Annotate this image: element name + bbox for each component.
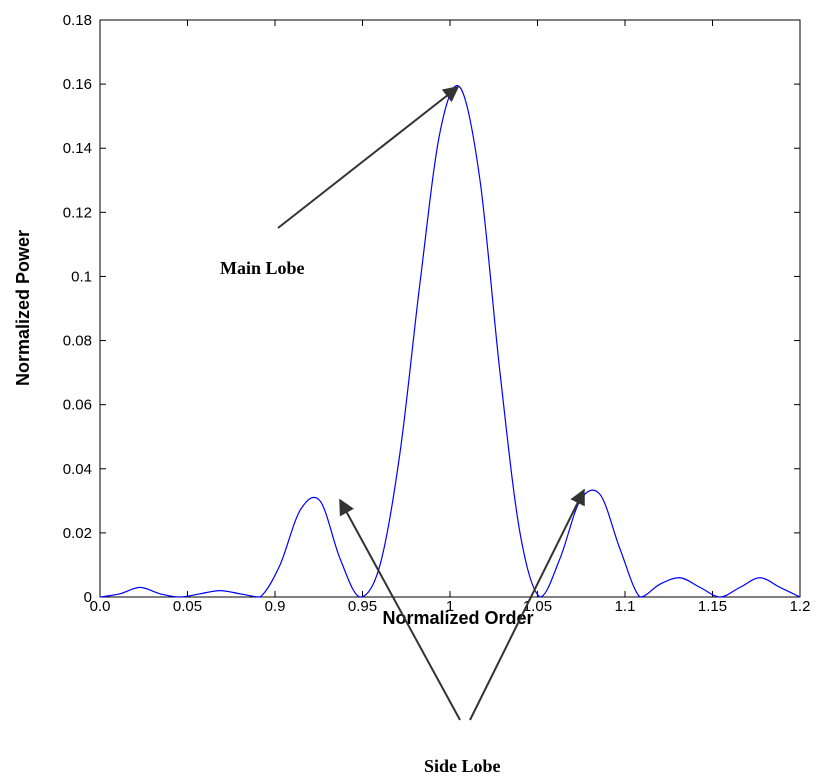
y-tick-label: 0.08	[63, 333, 92, 350]
main-lobe-label: Main Lobe	[220, 258, 305, 278]
x-tick-label: 0.05	[173, 598, 202, 615]
main-lobe-arrow	[277, 86, 460, 229]
x-axis-label: Normalized Order	[382, 608, 533, 628]
plot-frame	[99, 19, 801, 598]
series-line	[99, 85, 801, 598]
y-tick-label: 0.04	[63, 461, 92, 478]
y-tick-label: 0.1	[71, 268, 92, 285]
y-tick-label: 0	[84, 589, 92, 606]
x-tick-label: 1.05	[523, 598, 552, 615]
y-tick-label: 0.16	[63, 76, 92, 93]
y-tick-label: 0.12	[63, 204, 92, 221]
x-tick-label: 1.2	[790, 598, 811, 615]
y-tick-label: 0.06	[63, 397, 92, 414]
x-tick-label: 1	[446, 598, 454, 615]
x-tick-label: 0.9	[265, 598, 286, 615]
y-axis-ticks: 0 0.02 0.04 0.06 0.08 0.1 0.12 0.14 0.16 0.18	[63, 12, 800, 606]
y-tick-label: 0.14	[63, 140, 92, 157]
plot-area: 0 0.02 0.04 0.06 0.08 0.1 0.12 0.14 0.16 0.18 0.0…	[63, 12, 811, 615]
y-axis-label: Normalized Power	[13, 230, 33, 386]
side-lobe-arrow-left	[339, 498, 461, 721]
x-tick-label: 1.1	[615, 598, 636, 615]
x-tick-label: 0.95	[348, 598, 377, 615]
y-tick-label: 0.18	[63, 12, 92, 29]
side-lobe-label: Side Lobe	[424, 756, 501, 776]
y-tick-label: 0.02	[63, 525, 92, 542]
x-axis-ticks: 0.0 0.05 0.9 0.95 1 1.05 1.1 1.15 1.2	[90, 20, 811, 615]
x-tick-label: 1.15	[698, 598, 727, 615]
side-lobe-arrow-right	[469, 488, 585, 721]
x-tick-label: 0.0	[90, 598, 111, 615]
